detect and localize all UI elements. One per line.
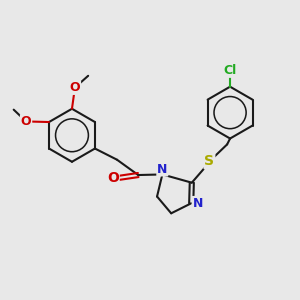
- Text: Cl: Cl: [224, 64, 237, 77]
- Text: O: O: [107, 171, 119, 185]
- Text: O: O: [70, 81, 80, 94]
- Text: S: S: [205, 154, 214, 169]
- Text: N: N: [193, 197, 203, 210]
- Text: O: O: [21, 115, 32, 128]
- Text: N: N: [157, 163, 167, 176]
